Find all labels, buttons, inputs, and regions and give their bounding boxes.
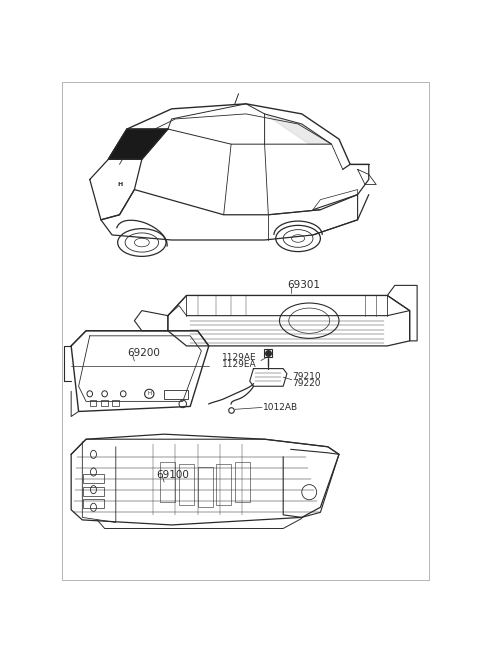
Bar bbox=[235, 462, 250, 502]
Bar bbox=[83, 499, 104, 508]
Polygon shape bbox=[264, 114, 332, 144]
Bar bbox=[83, 487, 104, 496]
Text: H: H bbox=[117, 182, 122, 187]
Text: 1129EA: 1129EA bbox=[222, 360, 256, 369]
Bar bbox=[90, 400, 96, 406]
Text: H: H bbox=[147, 391, 151, 396]
Bar bbox=[179, 464, 194, 505]
Text: 69200: 69200 bbox=[127, 348, 160, 358]
Bar bbox=[216, 464, 231, 505]
Bar bbox=[83, 474, 104, 483]
Bar bbox=[160, 462, 175, 502]
Text: 79220: 79220 bbox=[292, 379, 321, 388]
Text: 1012AB: 1012AB bbox=[263, 403, 298, 412]
Bar bbox=[101, 400, 108, 406]
Bar bbox=[112, 400, 119, 406]
Text: 69301: 69301 bbox=[287, 280, 320, 290]
Text: 1129AE: 1129AE bbox=[222, 352, 256, 362]
Bar bbox=[164, 390, 188, 399]
Bar bbox=[198, 467, 213, 507]
Polygon shape bbox=[108, 129, 168, 159]
Text: 69100: 69100 bbox=[156, 470, 190, 479]
Text: 79210: 79210 bbox=[292, 371, 321, 381]
